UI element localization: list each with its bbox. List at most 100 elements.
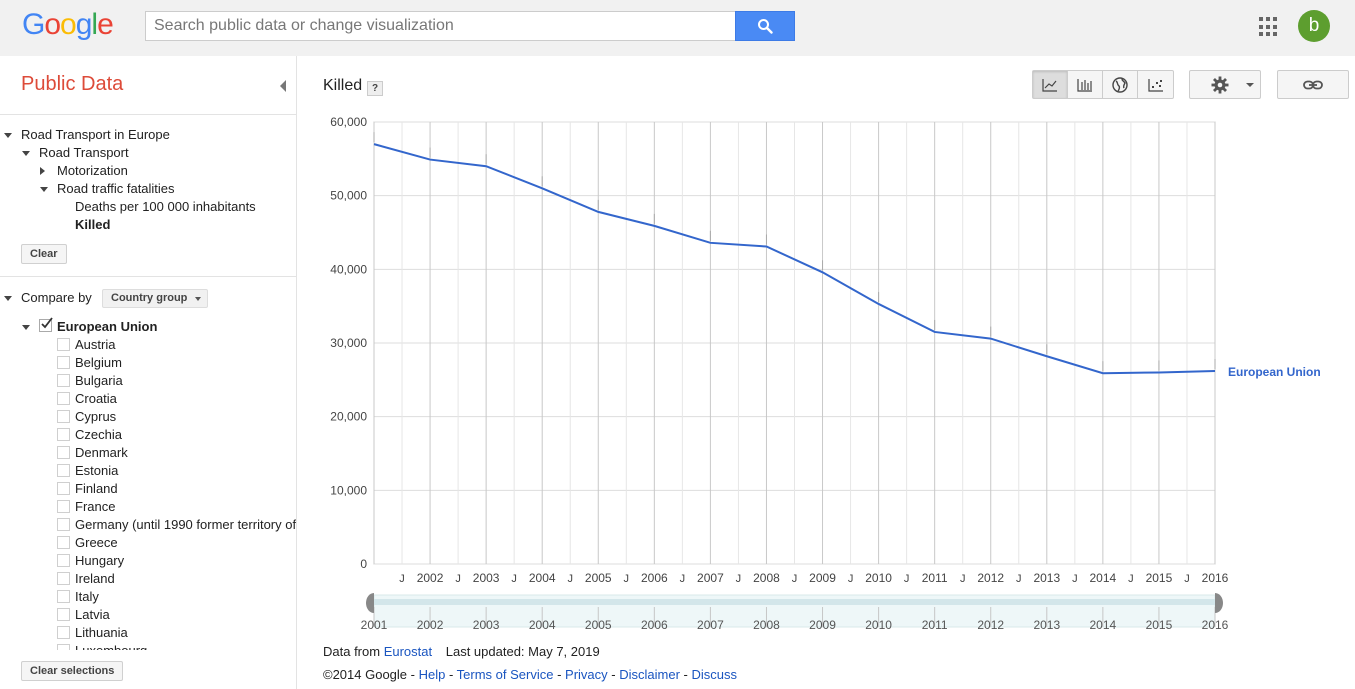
- country-checkbox[interactable]: [57, 554, 70, 567]
- data-point[interactable]: [651, 223, 657, 229]
- privacy-link[interactable]: Privacy: [565, 667, 608, 682]
- avatar[interactable]: b: [1298, 10, 1330, 42]
- country-checkbox[interactable]: [57, 392, 70, 405]
- country-checkbox[interactable]: [57, 572, 70, 585]
- tree-item-killed[interactable]: Killed: [75, 217, 111, 232]
- timeline-label: 2006: [641, 618, 668, 632]
- group-label: European Union: [57, 319, 158, 334]
- data-point[interactable]: [1044, 353, 1050, 359]
- y-tick-label: 10,000: [330, 483, 367, 497]
- x-tick-label: 2011: [922, 571, 948, 585]
- country-checkbox[interactable]: [57, 428, 70, 441]
- apps-grid-icon[interactable]: [1259, 17, 1279, 37]
- country-checkbox[interactable]: [57, 500, 70, 513]
- data-point[interactable]: [820, 269, 826, 275]
- x-minor-tick-label: J: [848, 573, 854, 585]
- data-point[interactable]: [483, 163, 489, 169]
- copyright: ©2014 Google: [323, 667, 408, 682]
- country-label: Ireland: [75, 571, 115, 586]
- data-point[interactable]: [595, 209, 601, 215]
- x-minor-tick-label: J: [960, 573, 966, 585]
- country-checkbox[interactable]: [57, 644, 70, 650]
- y-tick-label: 50,000: [330, 189, 367, 203]
- data-point[interactable]: [427, 157, 433, 163]
- bar-chart-icon: [1077, 78, 1092, 92]
- y-tick-label: 40,000: [330, 262, 367, 276]
- series-label[interactable]: European Union: [1228, 365, 1321, 379]
- country-checkbox[interactable]: [57, 536, 70, 549]
- disclaimer-link[interactable]: Disclaimer: [619, 667, 680, 682]
- country-checkbox[interactable]: [57, 608, 70, 621]
- data-point[interactable]: [539, 185, 545, 191]
- line-chart[interactable]: 0 10,000 20,000 30,000 40,000 50,000 60,000 200…: [300, 105, 1350, 635]
- clear-button[interactable]: Clear: [21, 244, 67, 264]
- link-button[interactable]: [1277, 70, 1349, 99]
- country-checkbox[interactable]: [57, 446, 70, 459]
- timeline-start-handle[interactable]: [366, 593, 374, 613]
- google-logo[interactable]: Google: [22, 8, 114, 42]
- data-point[interactable]: [988, 336, 994, 342]
- discuss-link[interactable]: Discuss: [691, 667, 737, 682]
- country-label: Lithuania: [75, 625, 128, 640]
- country-label: Italy: [75, 589, 99, 604]
- country-checkbox[interactable]: [57, 482, 70, 495]
- country-checkbox[interactable]: [57, 338, 70, 351]
- x-tick-label: 2014: [1090, 571, 1117, 585]
- search-box[interactable]: [145, 11, 735, 41]
- logo-letter: G: [22, 8, 45, 41]
- country-checkbox[interactable]: [57, 464, 70, 477]
- compare-dropdown[interactable]: Country group: [102, 289, 209, 308]
- source-link[interactable]: Eurostat: [383, 644, 433, 659]
- collapse-sidebar-icon[interactable]: [280, 80, 286, 92]
- logo-letter: o: [60, 8, 77, 41]
- x-tick-label: 2015: [1146, 571, 1173, 585]
- x-minor-tick-label: J: [455, 573, 461, 585]
- data-point[interactable]: [1156, 369, 1162, 375]
- group-checkbox[interactable]: [39, 317, 53, 332]
- data-point[interactable]: [707, 240, 713, 246]
- data-point[interactable]: [876, 301, 882, 307]
- terms-link[interactable]: Terms of Service: [456, 667, 554, 682]
- country-checkbox[interactable]: [57, 374, 70, 387]
- x-tick-label: 2004: [529, 571, 556, 585]
- timeline-label: 2004: [529, 618, 556, 632]
- x-minor-tick-label: J: [1184, 573, 1190, 585]
- data-point[interactable]: [932, 329, 938, 335]
- country-checkbox[interactable]: [57, 590, 70, 603]
- tree-item-deaths[interactable]: Deaths per 100 000 inhabitants: [75, 199, 256, 214]
- x-tick-label: 2006: [641, 571, 668, 585]
- timeline-label: 2011: [922, 618, 948, 632]
- search-button[interactable]: [735, 11, 795, 41]
- timeline-label: 2015: [1146, 618, 1173, 632]
- clear-selections-button[interactable]: Clear selections: [21, 661, 124, 681]
- help-button[interactable]: ?: [367, 81, 383, 96]
- country-checkbox[interactable]: [57, 518, 70, 531]
- data-point[interactable]: [1212, 368, 1218, 374]
- timeline-end-handle[interactable]: [1215, 593, 1223, 613]
- series-line[interactable]: [373, 143, 1216, 375]
- country-checkbox[interactable]: [57, 410, 70, 423]
- x-tick-label: 2007: [697, 571, 724, 585]
- data-point[interactable]: [1100, 370, 1106, 376]
- country-checkbox[interactable]: [57, 356, 70, 369]
- bar-chart-button[interactable]: [1068, 71, 1103, 98]
- sidebar-title: Public Data: [21, 73, 124, 95]
- separator: -: [679, 667, 692, 682]
- line-chart-button[interactable]: [1033, 71, 1068, 98]
- data-point[interactable]: [763, 243, 769, 249]
- data-point[interactable]: [371, 141, 377, 147]
- country-checkbox[interactable]: [57, 626, 70, 639]
- country-label: Luxembourg: [75, 642, 147, 650]
- country-label: Finland: [75, 481, 118, 496]
- settings-button[interactable]: [1189, 70, 1261, 99]
- help-link[interactable]: Help: [418, 667, 446, 682]
- map-button[interactable]: [1103, 71, 1138, 98]
- timeline-label: 2001: [361, 618, 388, 632]
- scatter-chart-button[interactable]: [1138, 71, 1173, 98]
- search-input[interactable]: [146, 12, 735, 40]
- x-minor-tick-label: J: [567, 573, 573, 585]
- x-tick-label: 2010: [865, 571, 892, 585]
- country-label: Estonia: [75, 463, 119, 478]
- separator: -: [445, 667, 457, 682]
- country-label: Denmark: [75, 445, 128, 460]
